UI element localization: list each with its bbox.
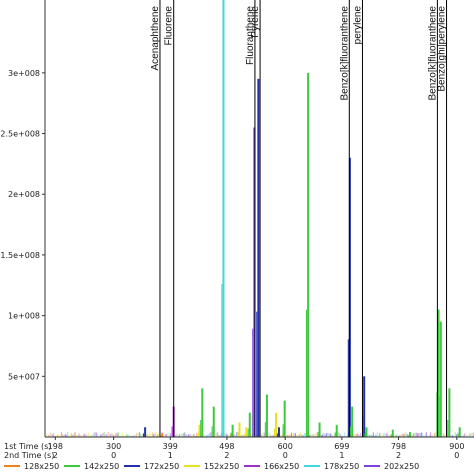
x-tick-label-r1-1: 0 (111, 451, 116, 460)
y-tick-label-3: 2e+008 (8, 190, 40, 199)
legend-label-2: 172x250 (144, 462, 179, 471)
x-tick-label-r0-0: 198 (48, 442, 63, 451)
x-tick-label-r0-6: 798 (391, 442, 406, 451)
legend-label-0: 128x250 (24, 462, 59, 471)
y-tick-layer: 5e+007 1e+008 1.5e+008 2e+008 2.5e+008 3e+008 (0, 69, 45, 381)
x-axis-row-label-1: 2nd Time (s) (4, 451, 54, 460)
x-tick-label-r1-7: 0 (454, 451, 459, 460)
legend-label-1: 142x250 (84, 462, 119, 471)
x-axis-row-label-0: 1st Time (s) (4, 442, 51, 451)
x-tick-label-r1-2: 1 (168, 451, 173, 460)
x-tick-label-r1-6: 2 (396, 451, 401, 460)
annotation-label-1: Fluorene (164, 6, 175, 46)
x-tick-label-r0-4: 600 (278, 442, 293, 451)
y-tick-label-2: 1.5e+008 (0, 251, 40, 260)
y-tick-label-5: 3e+008 (8, 69, 40, 78)
x-tick-label-r1-0: 2 (53, 451, 58, 460)
x-tick-layer: 1st Time (s)198 300 399 498 600 699 798 900 2nd … (4, 437, 464, 460)
annotation-label-4: Benzo[k]fluoranthene (339, 6, 350, 101)
legend-label-4: 166x250 (264, 462, 299, 471)
x-tick-label-r1-4: 0 (283, 451, 288, 460)
annotation-label-0: Acenaphthene (150, 6, 161, 71)
x-tick-label-r0-1: 300 (106, 442, 121, 451)
legend: 128x250 142x250 172x250 152x250 166x250 178x2… (4, 462, 419, 471)
x-tick-label-r0-5: 699 (334, 442, 349, 451)
annotation-label-6: Benzo[k]fluoranthene (427, 6, 438, 101)
y-tick-label-4: 2.5e+008 (0, 130, 40, 139)
annotation-label-3: Pyrene (250, 6, 261, 38)
legend-label-5: 178x250 (324, 462, 359, 471)
x-tick-label-r0-3: 498 (219, 442, 234, 451)
x-tick-label-r1-5: 1 (339, 451, 344, 460)
annotation-label-7: Benzo[ghi]perylene (437, 6, 448, 92)
legend-label-3: 152x250 (204, 462, 239, 471)
legend-label-6: 202x250 (384, 462, 419, 471)
annotation-label-2: Fluoranthene (245, 6, 256, 65)
x-tick-label-r1-3: 2 (224, 451, 229, 460)
annotation-label-5: perylene (352, 6, 363, 45)
x-tick-label-r0-7: 900 (449, 442, 464, 451)
x-tick-label-r0-2: 399 (163, 442, 178, 451)
peak-layer (143, 0, 461, 437)
y-tick-label-0: 5e+007 (8, 372, 40, 381)
y-tick-label-1: 1e+008 (8, 312, 40, 321)
